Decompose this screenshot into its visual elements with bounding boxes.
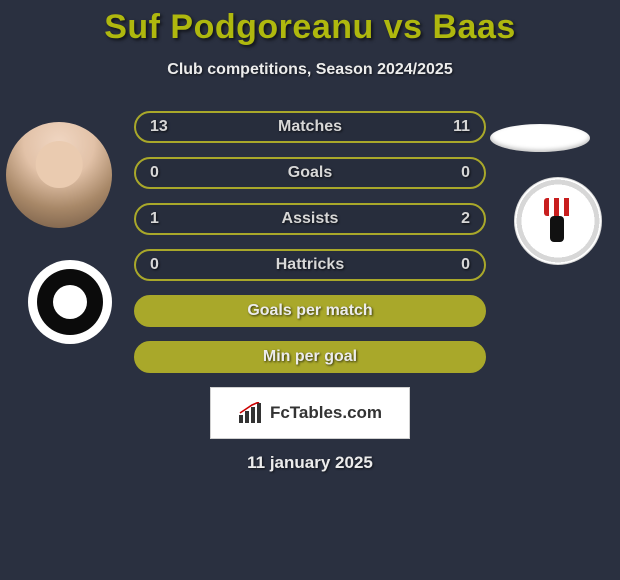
- stat-row: Goals per match: [134, 295, 486, 327]
- stat-label: Matches: [278, 118, 342, 136]
- brand-chart-icon: [238, 402, 264, 424]
- club-left-badge: [28, 260, 112, 344]
- stat-label: Goals: [288, 164, 332, 182]
- stat-left-value: 13: [150, 118, 178, 136]
- club-left-badge-core: [53, 285, 87, 319]
- stat-right-value: 0: [442, 256, 470, 274]
- stat-label: Hattricks: [276, 256, 344, 274]
- stat-row: 0 Goals 0: [134, 157, 486, 189]
- stat-row: 1 Assists 2: [134, 203, 486, 235]
- stat-row: Min per goal: [134, 341, 486, 373]
- player-right-avatar: [490, 124, 590, 152]
- page-title: Suf Podgoreanu vs Baas: [0, 0, 620, 47]
- brand-text: FcTables.com: [270, 403, 382, 423]
- stat-right-value: 11: [442, 118, 470, 136]
- stat-left-value: 1: [150, 210, 178, 228]
- stats-container: 13 Matches 11 0 Goals 0 1 Assists 2 0 Hattricks 0 Go…: [134, 111, 486, 373]
- stat-right-value: 0: [442, 164, 470, 182]
- stat-left-value: 0: [150, 164, 178, 182]
- stat-row: 0 Hattricks 0: [134, 249, 486, 281]
- stat-right-value: 2: [442, 210, 470, 228]
- stat-label: Assists: [282, 210, 339, 228]
- stat-left-value: 0: [150, 256, 178, 274]
- player-left-avatar: [6, 122, 112, 228]
- subtitle: Club competitions, Season 2024/2025: [0, 61, 620, 79]
- date-text: 11 january 2025: [0, 453, 620, 473]
- club-left-badge-inner: [37, 269, 103, 335]
- stat-label: Goals per match: [247, 302, 372, 320]
- stat-label: Min per goal: [263, 348, 357, 366]
- club-right-badge: [514, 177, 602, 265]
- club-right-badge-figure: [538, 194, 578, 248]
- stat-row: 13 Matches 11: [134, 111, 486, 143]
- brand-badge: FcTables.com: [210, 387, 410, 439]
